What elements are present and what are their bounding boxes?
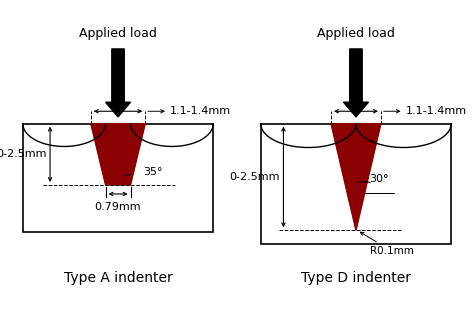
Text: 1.1-1.4mm: 1.1-1.4mm [170, 106, 231, 116]
Polygon shape [331, 124, 381, 230]
Text: 0.79mm: 0.79mm [95, 202, 141, 212]
FancyArrow shape [344, 49, 368, 117]
FancyArrow shape [106, 49, 130, 117]
Text: 1.1-1.4mm: 1.1-1.4mm [406, 106, 467, 116]
Text: Type D indenter: Type D indenter [301, 271, 411, 285]
Bar [23, 124, 213, 233]
Text: Applied load: Applied load [317, 27, 395, 39]
Text: 0-2.5mm: 0-2.5mm [229, 172, 280, 182]
Text: 30°: 30° [369, 174, 389, 184]
Text: Applied load: Applied load [79, 27, 157, 39]
Text: 35°: 35° [143, 167, 163, 177]
Text: 0-2.5mm: 0-2.5mm [0, 149, 46, 159]
Polygon shape [91, 124, 145, 185]
Bar [261, 124, 451, 244]
Text: Type A indenter: Type A indenter [64, 271, 173, 285]
Text: R0.1mm: R0.1mm [360, 232, 413, 256]
